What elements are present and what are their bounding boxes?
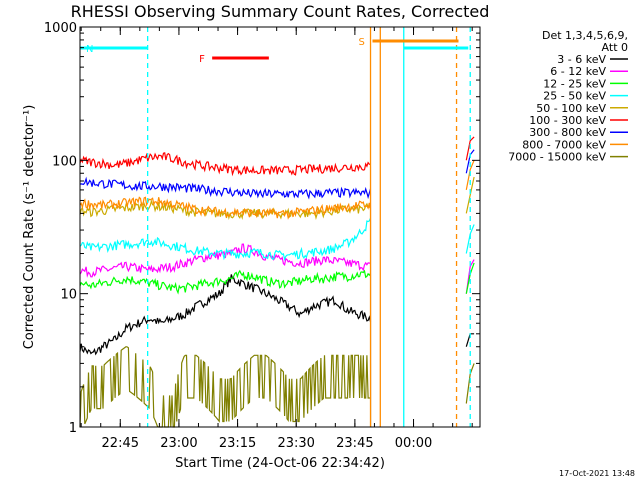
chart-title: RHESSI Observing Summary Count Rates, Co…: [71, 2, 490, 21]
x-tick-label: 23:00: [160, 436, 197, 451]
y-tick-label: 10: [60, 288, 77, 303]
series-tail-4: [465, 176, 475, 214]
flag-label-S: S: [358, 37, 364, 48]
plot-frame: [79, 26, 481, 428]
legend-entry-label: 100 - 300 keV: [529, 114, 606, 127]
plot-area: N F S: [79, 27, 475, 428]
y-tick-label: 1: [69, 421, 77, 436]
y-tick-label: 1000: [44, 21, 77, 36]
x-tick-label: 23:30: [277, 436, 314, 451]
y-axis-title: Corrected Count Rate (s⁻¹ detector⁻¹): [22, 105, 37, 350]
x-tick-label: 23:15: [219, 436, 256, 451]
series-line-3: [79, 217, 372, 262]
x-axis-title: Start Time (24-Oct-06 22:34:42): [175, 456, 385, 471]
x-tick-label: 23:45: [336, 436, 373, 451]
legend-entry-label: 12 - 25 keV: [543, 77, 606, 90]
flag-label-N: N: [86, 44, 93, 55]
legend-entry-label: 7000 - 15000 keV: [508, 151, 606, 164]
legend-entry-label: 3 - 6 keV: [557, 53, 606, 66]
x-tick-label: 22:45: [102, 436, 139, 451]
series-line-1: [79, 243, 371, 278]
legend-entry-label: 50 - 100 keV: [536, 102, 606, 115]
series-line-8: [79, 346, 371, 428]
legend-entry-label: 800 - 7000 keV: [522, 138, 606, 151]
x-tick-label: 00:00: [395, 436, 432, 451]
series-line-6: [79, 176, 372, 200]
series-line-0: [79, 274, 372, 356]
series-tail-5: [465, 136, 475, 161]
y-tick-label: 100: [52, 154, 77, 169]
render-timestamp: 17-Oct-2021 13:48: [559, 469, 635, 478]
series-line-7: [79, 196, 372, 220]
axes: 1 10 100 1000 22:45 23:00 23:15 23:30 23:45 00:00: [44, 21, 481, 451]
series-tail-7: [465, 160, 475, 191]
series-line-5: [79, 152, 371, 177]
flag-label-F: F: [199, 54, 205, 65]
legend-header-line-2: Att 0: [602, 41, 628, 54]
legend-entry-label: 25 - 50 keV: [543, 90, 606, 103]
series-line-4: [79, 199, 372, 221]
legend-header-line-1: Det 1,3,4,5,6,9,: [542, 29, 628, 42]
legend-entry-label: 300 - 800 keV: [529, 126, 606, 139]
legend-entry-label: 6 - 12 keV: [550, 65, 606, 78]
series-line-2: [79, 269, 371, 295]
